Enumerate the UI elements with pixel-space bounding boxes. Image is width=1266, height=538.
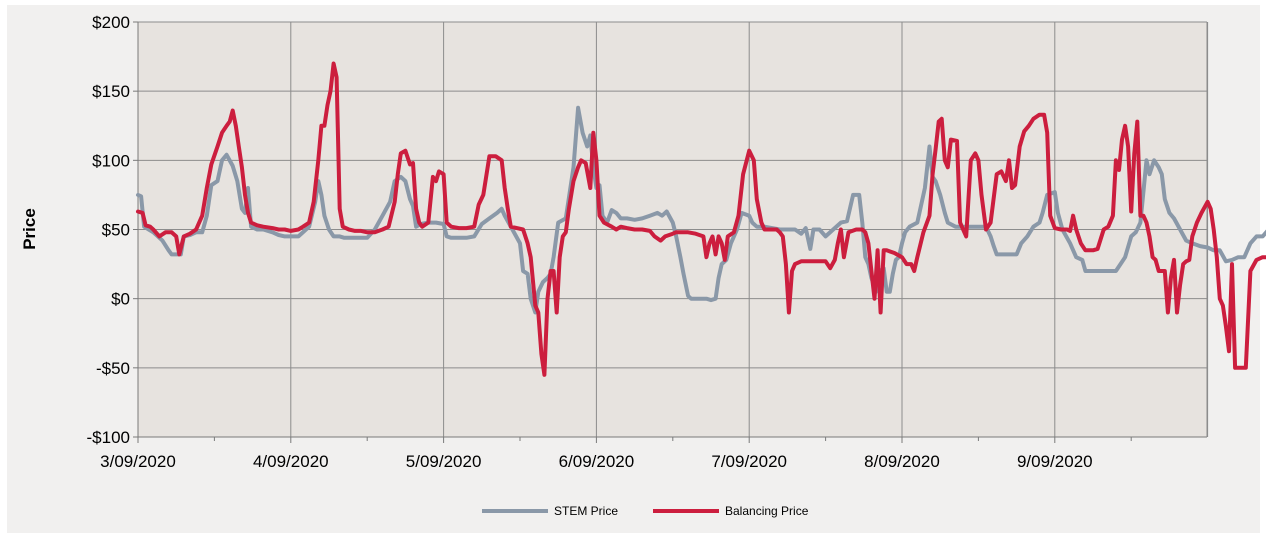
- x-tick-labels: 3/09/2020 4/09/2020 5/09/2020 6/09/2020 7/09…: [100, 452, 1092, 471]
- y-tick-label: $0: [111, 290, 130, 309]
- x-tick-label: 3/09/2020: [100, 452, 176, 471]
- axes: [133, 21, 1208, 443]
- x-tick-label: 8/09/2020: [864, 452, 940, 471]
- y-tick-label: $200: [92, 13, 130, 32]
- y-tick-label: $100: [92, 151, 130, 170]
- stem-price-line: [136, 105, 1266, 315]
- y-tick-label: -$50: [96, 359, 130, 378]
- y-tick-label: $50: [102, 221, 130, 240]
- x-tick-label: 9/09/2020: [1017, 452, 1093, 471]
- legend-label: Balancing Price: [725, 504, 809, 518]
- series-lines: [136, 61, 1266, 377]
- y-tick-label: $150: [92, 82, 130, 101]
- x-tick-label: 7/09/2020: [711, 452, 787, 471]
- x-tick-label: 5/09/2020: [406, 452, 482, 471]
- legend-label: STEM Price: [554, 504, 618, 518]
- y-tick-labels: -$100 -$50 $0 $50 $100 $150 $200: [87, 13, 130, 447]
- y-axis-label: Price: [20, 208, 39, 250]
- x-tick-label: 4/09/2020: [253, 452, 329, 471]
- legend: STEM Price Balancing Price: [482, 504, 809, 518]
- x-tick-label: 6/09/2020: [559, 452, 635, 471]
- balancing-price-line: [136, 61, 1266, 377]
- y-tick-label: -$100: [87, 428, 130, 447]
